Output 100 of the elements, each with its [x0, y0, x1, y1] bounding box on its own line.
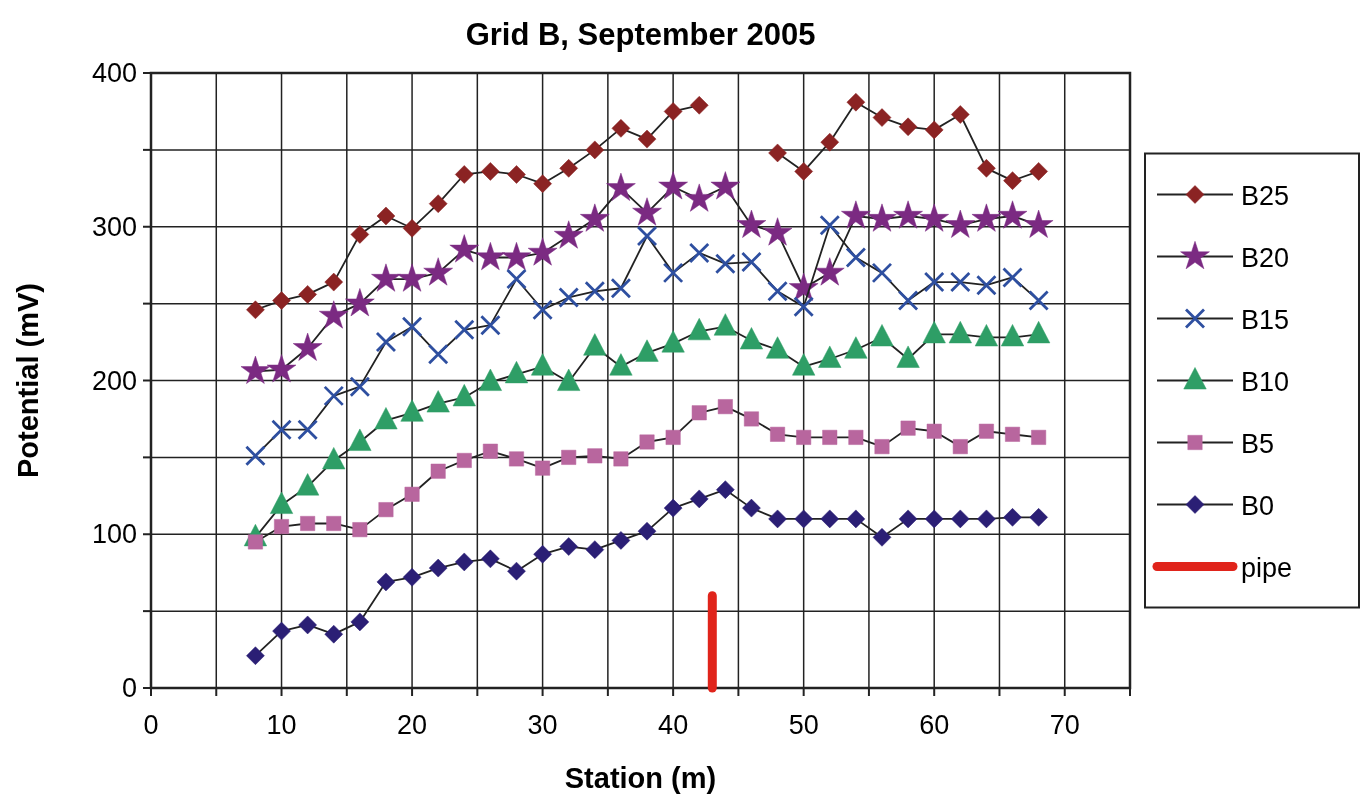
point — [896, 345, 920, 368]
point — [452, 384, 476, 407]
y-tick-label: 200 — [91, 365, 137, 396]
point — [717, 399, 733, 415]
point — [584, 280, 606, 302]
point — [481, 549, 500, 569]
point — [509, 451, 524, 467]
point — [430, 463, 446, 479]
point — [324, 272, 343, 292]
point — [900, 420, 916, 436]
legend-label: B10 — [1241, 366, 1290, 397]
point — [662, 262, 684, 284]
legend-label: pipe — [1241, 552, 1293, 583]
point — [867, 203, 897, 232]
point — [945, 209, 976, 238]
point — [1031, 429, 1047, 445]
x-tick-label: 40 — [658, 710, 689, 740]
point — [298, 285, 317, 304]
point — [272, 291, 291, 310]
point — [820, 132, 840, 152]
point — [580, 203, 610, 232]
point — [1023, 209, 1054, 238]
point — [767, 280, 788, 302]
point — [292, 332, 323, 361]
point — [744, 411, 759, 427]
point — [841, 200, 871, 229]
point — [951, 105, 970, 124]
point — [400, 399, 424, 422]
point — [846, 509, 866, 529]
point — [710, 171, 741, 200]
point — [924, 509, 944, 529]
point — [822, 429, 838, 445]
point — [923, 271, 945, 293]
point — [350, 225, 370, 244]
point — [1003, 508, 1022, 527]
point — [948, 321, 972, 344]
point — [606, 172, 636, 201]
point — [974, 324, 998, 347]
point — [632, 197, 662, 226]
point — [345, 288, 375, 317]
point — [639, 434, 655, 450]
point — [378, 502, 394, 518]
legend-label: B5 — [1241, 428, 1275, 459]
point — [402, 568, 422, 587]
point — [870, 324, 894, 347]
point — [561, 449, 577, 465]
point — [871, 262, 893, 284]
x-tick-label: 20 — [397, 710, 428, 740]
point — [585, 140, 605, 160]
point — [611, 119, 631, 138]
point — [481, 162, 500, 181]
point — [739, 327, 763, 350]
point — [507, 165, 526, 184]
point — [741, 251, 762, 273]
point — [427, 343, 449, 365]
point — [501, 242, 532, 271]
point — [971, 203, 1002, 232]
point — [296, 473, 320, 496]
point — [794, 162, 813, 181]
point — [246, 646, 265, 665]
x-axis-title: Station (m) — [564, 762, 717, 794]
point — [924, 120, 944, 140]
point — [479, 314, 501, 336]
point — [453, 319, 475, 341]
point — [397, 263, 427, 292]
point — [322, 447, 346, 470]
point — [297, 419, 319, 441]
point — [766, 336, 790, 359]
chart-title: Grid B, September 2005 — [465, 17, 816, 52]
y-tick-label: 400 — [91, 58, 137, 88]
point — [583, 333, 607, 356]
point — [978, 423, 994, 439]
point — [1003, 171, 1022, 190]
point — [611, 531, 631, 550]
point — [375, 331, 397, 353]
point — [794, 509, 813, 529]
point — [742, 498, 761, 518]
point — [506, 268, 527, 290]
y-tick-label: 100 — [91, 519, 137, 550]
point — [532, 299, 553, 321]
point — [663, 102, 683, 121]
point — [326, 516, 342, 531]
point — [245, 445, 266, 467]
point — [846, 92, 866, 112]
point — [298, 615, 317, 635]
point — [559, 159, 578, 178]
point — [531, 353, 555, 376]
legend-label: B20 — [1241, 242, 1290, 273]
point — [558, 287, 580, 308]
point — [613, 451, 629, 467]
point — [554, 220, 584, 249]
point — [919, 203, 949, 232]
point — [349, 376, 371, 398]
point — [402, 219, 422, 238]
point — [688, 242, 710, 264]
point — [1005, 426, 1020, 442]
point — [684, 183, 714, 212]
point — [456, 453, 472, 468]
point — [926, 423, 942, 439]
point — [401, 316, 423, 338]
